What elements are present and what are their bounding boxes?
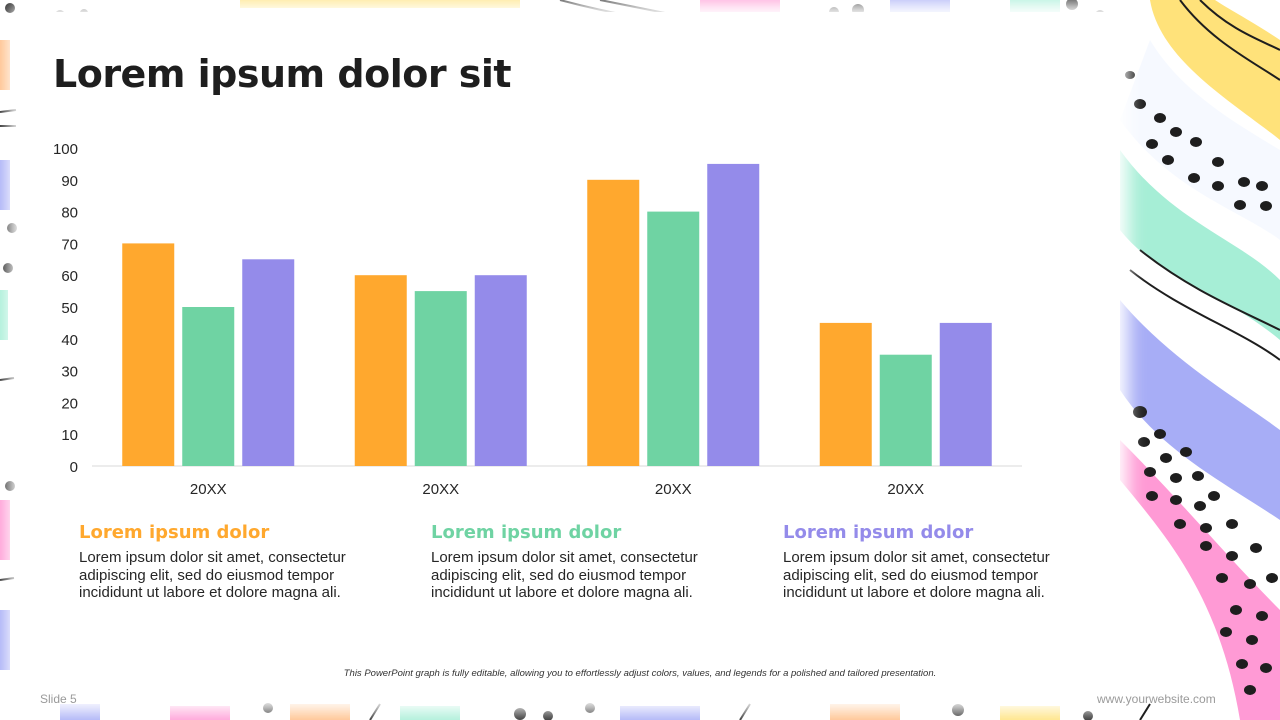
right-wavy-stripes (1120, 0, 1280, 720)
column-heading-3: Lorem ipsum dolor (783, 522, 974, 543)
bar-series2-cat1 (182, 307, 235, 466)
left-border-pattern (0, 40, 17, 670)
bar-series2-cat4 (879, 354, 932, 466)
x-tick-label: 20XX (887, 481, 924, 498)
column-body-3: Lorem ipsum dolor sit amet, consectetur … (783, 549, 1050, 601)
right-dots (1125, 71, 1278, 695)
x-tick-label: 20XX (422, 481, 459, 498)
website-url: www.yourwebsite.com (1097, 692, 1216, 706)
bar-series3-cat1 (242, 259, 295, 466)
y-tick-label: 20 (61, 395, 78, 412)
bar-series1-cat3 (587, 179, 640, 467)
text-column-3: Lorem ipsum dolor Lorem ipsum dolor sit … (783, 522, 1053, 602)
y-tick-label: 10 (61, 427, 78, 444)
y-tick-label: 90 (61, 173, 78, 190)
x-tick-label: 20XX (655, 481, 692, 498)
y-tick-label: 80 (61, 205, 78, 222)
text-column-1: Lorem ipsum dolor Lorem ipsum dolor sit … (79, 522, 349, 602)
bar-series3-cat3 (707, 163, 760, 466)
y-tick-label: 40 (61, 332, 78, 349)
y-tick-label: 30 (61, 364, 78, 381)
text-column-2: Lorem ipsum dolor Lorem ipsum dolor sit … (431, 522, 701, 602)
column-body-2: Lorem ipsum dolor sit amet, consectetur … (431, 549, 698, 601)
x-tick-label: 20XX (190, 481, 227, 498)
chart-footnote: This PowerPoint graph is fully editable,… (343, 668, 937, 679)
slide-number: Slide 5 (40, 692, 77, 706)
bar-series1-cat1 (122, 243, 175, 466)
bar-series1-cat2 (354, 275, 407, 466)
column-heading-1: Lorem ipsum dolor (79, 522, 270, 543)
y-tick-label: 100 (53, 141, 78, 158)
bar-series3-cat2 (474, 275, 527, 466)
bar-series2-cat3 (647, 211, 700, 466)
bar-series2-cat2 (414, 291, 467, 466)
y-tick-label: 50 (61, 300, 78, 317)
y-tick-label: 70 (61, 236, 78, 253)
slide-title: Lorem ipsum dolor sit (53, 52, 512, 96)
y-tick-label: 60 (61, 268, 78, 285)
bar-series3-cat4 (939, 322, 992, 466)
bar-series1-cat4 (819, 322, 872, 466)
column-heading-2: Lorem ipsum dolor (431, 522, 622, 543)
column-body-1: Lorem ipsum dolor sit amet, consectetur … (79, 549, 346, 601)
bottom-border-pattern (60, 703, 1151, 720)
y-tick-label: 0 (70, 459, 78, 476)
bar-chart: 0 10 20 30 40 50 60 70 80 90 100 20XX 20XX 20XX 20XX (53, 141, 1022, 498)
